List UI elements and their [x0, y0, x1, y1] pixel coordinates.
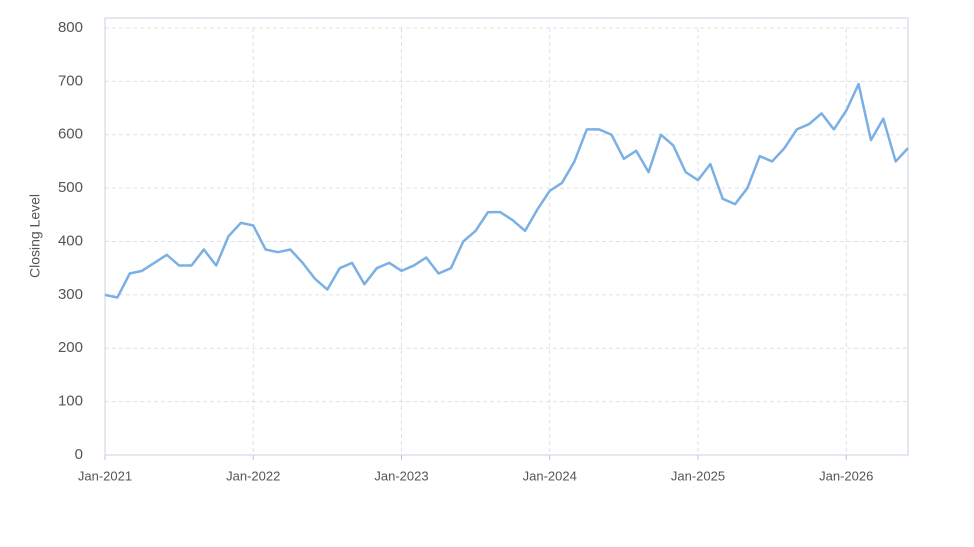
y-tick-label: 500 — [58, 179, 83, 196]
data-line — [104, 82, 909, 299]
y-tick-label: 100 — [58, 393, 83, 410]
plot-frame — [104, 17, 909, 456]
x-tick-label: Jan-2024 — [523, 468, 577, 483]
y-tick-label: 400 — [58, 232, 83, 249]
y-tick-label: 200 — [58, 339, 83, 356]
x-tick-label: Jan-2021 — [78, 468, 132, 483]
y-axis-label: Closing Level — [27, 194, 43, 278]
y-tick-label: 0 — [75, 446, 83, 463]
x-tick-label: Jan-2022 — [226, 468, 280, 483]
x-tick-label: Jan-2025 — [671, 468, 725, 483]
y-tick-label: 300 — [58, 286, 83, 303]
y-tick-label: 800 — [58, 19, 83, 36]
y-tick-label: 600 — [58, 126, 83, 143]
x-tick-label: Jan-2026 — [819, 468, 873, 483]
y-tick-label: 700 — [58, 72, 83, 89]
x-tick-label: Jan-2023 — [374, 468, 428, 483]
